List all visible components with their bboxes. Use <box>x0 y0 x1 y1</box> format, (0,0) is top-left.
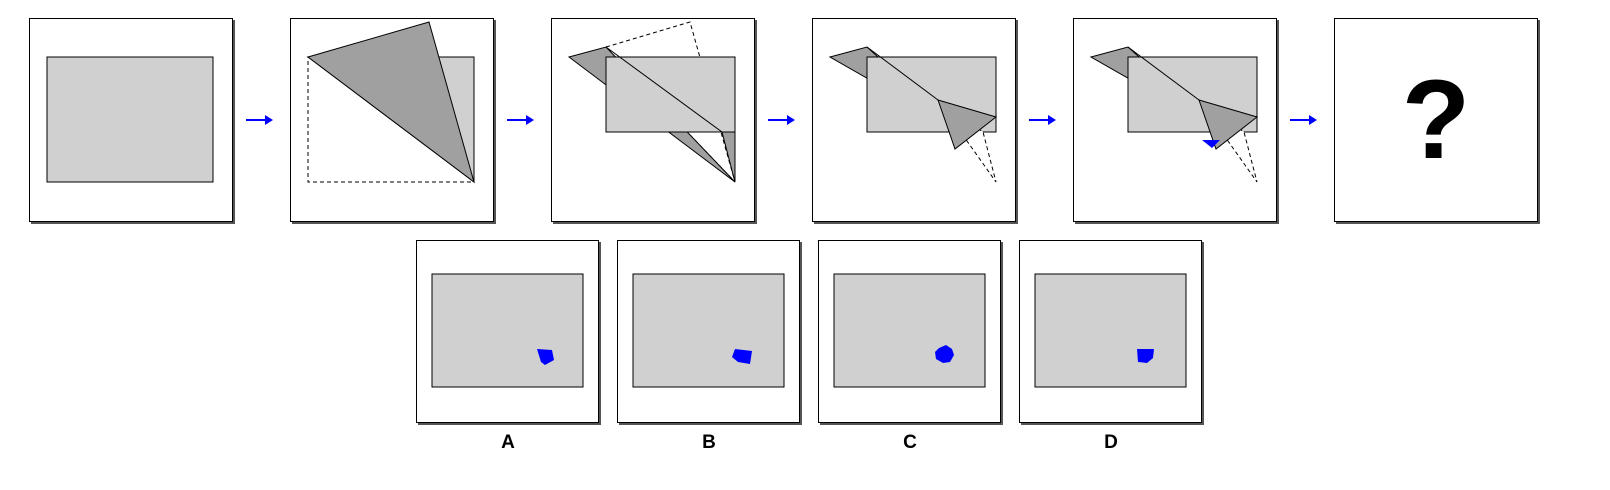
option-d-unfolded-paper <box>1034 273 1187 388</box>
fold-step-4-punched <box>1089 46 1259 183</box>
option-c-unfolded-paper <box>833 273 986 388</box>
hole <box>732 349 752 364</box>
arrow-right-icon <box>507 115 534 125</box>
arrow-right-icon <box>768 115 795 125</box>
step-2-panel <box>290 18 494 222</box>
punched-hole <box>1202 140 1220 148</box>
question-mark-icon: ? <box>1401 57 1471 182</box>
step-1-panel <box>29 18 233 222</box>
option-b-unfolded-paper <box>632 273 785 388</box>
paper-sheet <box>46 56 214 183</box>
arrow-right-icon <box>246 115 273 125</box>
option-c-panel[interactable] <box>818 240 1001 423</box>
fold-step-2 <box>567 21 736 183</box>
option-a-unfolded-paper <box>431 273 584 388</box>
option-c-label[interactable]: C <box>903 432 917 453</box>
option-d-label[interactable]: D <box>1104 432 1118 453</box>
arrow-right-icon <box>1290 115 1317 125</box>
question-panel: ? <box>1334 18 1538 222</box>
fold-step-3 <box>828 46 998 183</box>
hole <box>1137 349 1154 363</box>
fold-step-1 <box>306 21 475 184</box>
hole <box>935 345 954 363</box>
option-a-label[interactable]: A <box>501 432 515 453</box>
step-3-panel <box>551 18 755 222</box>
option-d-panel[interactable] <box>1019 240 1202 423</box>
arrow-right-icon <box>1029 115 1056 125</box>
option-a-panel[interactable] <box>416 240 599 423</box>
step-5-panel <box>1073 18 1277 222</box>
hole <box>537 349 554 365</box>
step-4-panel <box>812 18 1016 222</box>
option-b-panel[interactable] <box>617 240 800 423</box>
option-b-label[interactable]: B <box>702 432 716 453</box>
